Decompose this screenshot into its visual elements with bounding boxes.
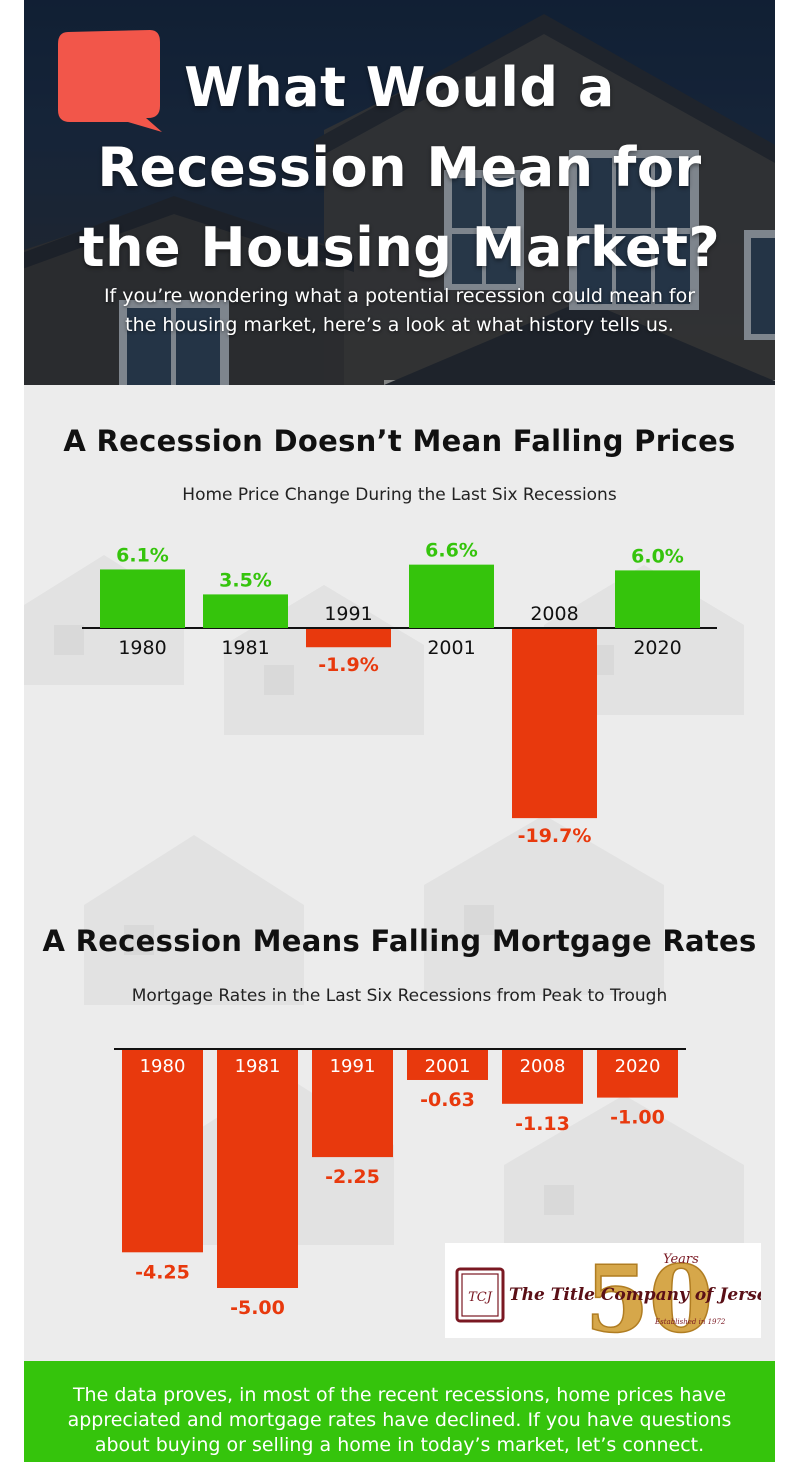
chart1-category-label: 1980 [118,637,166,659]
main-title: What Would a Recession Mean for the Hous… [24,48,775,288]
chart2-category-label: 1991 [330,1056,376,1077]
chart2-value-label: -0.63 [420,1089,475,1111]
chart1-bar-1981 [203,594,288,628]
chart1-bar-1980 [100,569,185,628]
faded-neighborhood-background [24,385,775,1361]
section2-title: A Recession Means Falling Mortgage Rates [42,924,757,958]
chart1-bar-1991 [306,629,391,648]
speech-bubble-icon [58,30,162,132]
chart1-bar-2008 [512,629,597,819]
home-price-change-chart: 6.1% 1980 3.5% 1981 -1.9% 1991 6.6% 2001 -19.7% 2… [82,540,717,847]
chart2-bar-1981 [217,1050,298,1288]
infographic: What Would a Recession Mean for the Hous… [24,0,775,1462]
logo-emblem-icon: TCJ [455,1267,505,1323]
intro-line-2: the housing market, here’s a look at wha… [125,314,674,336]
chart1-category-label: 1981 [221,637,269,659]
chart1-value-label: 6.6% [425,540,478,562]
chart2-value-label: -1.00 [610,1107,665,1129]
footer-banner: The data proves, in most of the recent r… [24,1361,775,1462]
section1-chart-subtitle: Home Price Change During the Last Six Re… [182,485,617,505]
chart2-value-label: -2.25 [325,1166,380,1188]
logo-years-word: Years [663,1252,699,1267]
mortgage-rate-change-chart: 1980 -4.25 1981 -5.00 1991 -2.25 2001 -0.63 2008… [114,1048,686,1319]
chart2-bar-1980 [122,1050,203,1253]
chart2-value-label: -5.00 [230,1297,285,1319]
chart1-value-label: 6.0% [631,545,684,567]
chart1-value-label: 3.5% [219,569,272,591]
title-line-3: the Housing Market? [78,216,721,279]
footer-line-1: The data proves, in most of the recent r… [72,1384,727,1406]
chart2-category-label: 2020 [615,1056,661,1077]
chart1-category-label: 2008 [530,603,578,625]
chart2-bar-2001 [407,1050,488,1080]
header-banner: What Would a Recession Mean for the Hous… [24,0,775,385]
chart2-category-label: 2001 [425,1056,471,1077]
logo-company-name: The Title Company of Jersey [509,1285,761,1305]
title-line-1: What Would a [184,56,615,119]
chart2-category-label: 1981 [235,1056,281,1077]
logo-established: Established in 1972 [654,1318,726,1326]
chart1-category-label: 2001 [427,637,475,659]
chart1-bar-2001 [409,564,494,628]
chart2-category-label: 1980 [140,1056,186,1077]
chart1-value-label: -19.7% [518,825,592,847]
chart1-category-label: 1991 [324,603,372,625]
intro-line-1: If you’re wondering what a potential rec… [103,285,696,307]
chart1-bar-2020 [615,570,700,628]
footer-line-3: about buying or selling a home in today’… [94,1434,705,1456]
footer-line-2: appreciated and mortgage rates have decl… [67,1409,732,1431]
logo-emblem-initials: TCJ [468,1290,493,1305]
section1-title: A Recession Doesn’t Mean Falling Prices [63,424,736,458]
section2-chart-subtitle: Mortgage Rates in the Last Six Recession… [131,986,668,1006]
chart1-category-label: 2020 [633,637,681,659]
company-logo: TCJ 50 Years The Title Company of Jersey… [445,1243,761,1338]
chart2-value-label: -1.13 [515,1113,570,1135]
chart2-category-label: 2008 [520,1056,566,1077]
chart2-value-label: -4.25 [135,1261,190,1283]
chart1-value-label: -1.9% [318,654,379,676]
chart1-value-label: 6.1% [116,544,169,566]
chart2-bar-2020 [597,1050,678,1098]
chart2-bar-1991 [312,1050,393,1158]
title-line-2: Recession Mean for [97,136,702,199]
intro-text: If you’re wondering what a potential rec… [84,282,715,340]
footer-text: The data proves, in most of the recent r… [64,1383,735,1458]
chart2-bar-2008 [502,1050,583,1104]
logo-fifty-number: 50 [585,1245,713,1338]
